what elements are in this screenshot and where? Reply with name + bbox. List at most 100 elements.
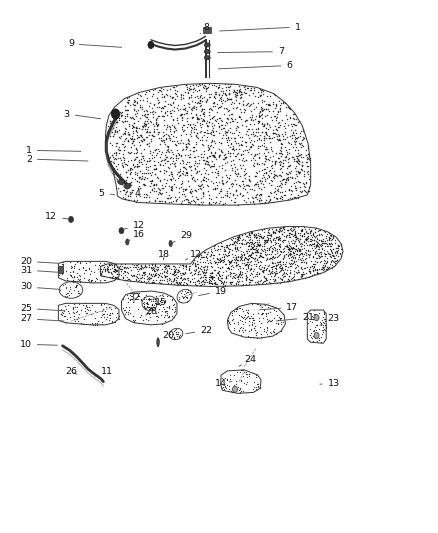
Point xyxy=(284,133,291,141)
Point xyxy=(137,273,144,282)
Point xyxy=(153,194,160,203)
Point xyxy=(226,257,233,265)
Point xyxy=(191,196,198,205)
Point xyxy=(244,378,251,386)
Point xyxy=(94,264,101,273)
Point xyxy=(77,272,84,280)
Point xyxy=(321,319,328,328)
Point xyxy=(197,135,204,144)
Point xyxy=(176,279,183,287)
Point xyxy=(223,381,230,389)
Point xyxy=(206,115,213,123)
Point xyxy=(291,239,298,247)
Point xyxy=(85,274,92,283)
Point xyxy=(225,95,232,103)
Point xyxy=(181,110,188,119)
Point xyxy=(132,272,139,280)
Point xyxy=(268,247,276,256)
Point xyxy=(291,247,298,255)
Point xyxy=(261,134,268,142)
Point xyxy=(194,174,201,183)
Point xyxy=(310,231,317,239)
Point xyxy=(194,129,201,138)
Point xyxy=(182,130,189,138)
Point xyxy=(262,133,269,142)
Point xyxy=(249,141,256,149)
Point xyxy=(208,269,215,277)
Point xyxy=(296,246,303,255)
Point xyxy=(306,154,313,162)
Point xyxy=(205,108,212,116)
Point xyxy=(165,133,172,142)
Point xyxy=(304,232,311,240)
Point xyxy=(168,183,175,191)
Point xyxy=(231,254,238,263)
Point xyxy=(145,118,152,127)
Point xyxy=(204,278,211,286)
Point xyxy=(233,232,240,241)
Point xyxy=(194,276,201,284)
Point xyxy=(214,268,221,276)
Point xyxy=(272,190,279,199)
Point xyxy=(137,103,144,112)
Point xyxy=(169,277,176,286)
Point xyxy=(261,263,268,272)
Point xyxy=(173,82,180,91)
Point xyxy=(253,236,260,244)
Point xyxy=(106,116,113,125)
Point xyxy=(74,317,81,325)
Point xyxy=(170,268,177,276)
Point xyxy=(121,102,128,110)
Point xyxy=(219,383,226,391)
Point xyxy=(206,276,213,284)
Point xyxy=(291,155,298,164)
Point xyxy=(184,274,191,282)
Point xyxy=(121,113,128,122)
Point xyxy=(138,175,145,183)
Point xyxy=(232,259,239,267)
Point xyxy=(113,139,120,147)
Point xyxy=(182,260,189,269)
Point xyxy=(323,238,330,247)
Point xyxy=(261,173,268,181)
Point xyxy=(192,278,199,286)
Point xyxy=(179,162,186,171)
Point xyxy=(189,191,196,200)
Point xyxy=(286,245,293,254)
Point xyxy=(80,263,87,272)
Point xyxy=(200,188,207,197)
Point xyxy=(275,312,282,321)
Point xyxy=(330,232,337,241)
Point xyxy=(132,149,139,157)
Point xyxy=(286,185,293,193)
Point xyxy=(268,264,276,273)
Point xyxy=(314,269,321,277)
Point xyxy=(127,133,134,142)
Point xyxy=(285,262,292,271)
Point xyxy=(264,237,271,246)
Point xyxy=(168,120,175,129)
Point xyxy=(231,237,238,246)
Point xyxy=(120,146,127,155)
Point xyxy=(215,103,222,111)
FancyBboxPatch shape xyxy=(58,266,64,273)
Point xyxy=(184,293,191,301)
Point xyxy=(279,245,286,253)
Point xyxy=(162,264,169,272)
Point xyxy=(236,87,243,95)
Point xyxy=(162,262,169,270)
Point xyxy=(295,176,302,185)
Point xyxy=(112,149,119,158)
Point xyxy=(324,263,331,271)
Point xyxy=(232,163,239,172)
Point xyxy=(193,110,200,119)
Point xyxy=(294,168,301,176)
Point xyxy=(84,303,91,312)
Point xyxy=(247,138,254,146)
Point xyxy=(276,154,283,163)
Point xyxy=(131,101,138,110)
Point xyxy=(131,271,138,279)
Point xyxy=(335,242,342,251)
Point xyxy=(161,272,168,281)
Point xyxy=(321,266,328,275)
